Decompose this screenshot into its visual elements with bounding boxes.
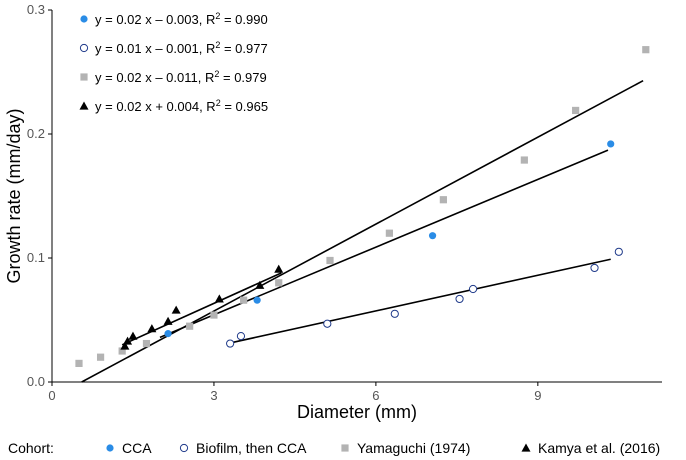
- data-point: [147, 324, 157, 333]
- data-point: [163, 316, 173, 325]
- data-point: [210, 311, 218, 319]
- y-tick-label: 0.3: [27, 2, 45, 17]
- data-point: [326, 256, 334, 265]
- legend-label: CCA: [122, 440, 152, 456]
- fit-equation: y = 0.02 x + 0.004, R2 = 0.965: [95, 98, 268, 114]
- data-point: [275, 279, 283, 287]
- data-point: [128, 331, 138, 340]
- data-point: [142, 339, 151, 348]
- data-point: [226, 339, 235, 348]
- data-point: [186, 322, 194, 330]
- fit-equation: y = 0.02 x – 0.011, R2 = 0.979: [95, 69, 267, 85]
- legend-label: Yamaguchi (1974): [357, 440, 470, 456]
- equation-marker: [79, 43, 89, 53]
- data-point: [572, 106, 580, 115]
- fit-line: [121, 272, 282, 346]
- fit-line: [227, 258, 611, 345]
- fit-line: [81, 79, 644, 383]
- data-point: [236, 332, 246, 341]
- data-point: [214, 294, 224, 303]
- data-point: [607, 140, 615, 148]
- data-point: [520, 156, 528, 164]
- legend-label: Biofilm, then CCA: [196, 440, 307, 456]
- legend-title: Cohort:: [8, 440, 54, 456]
- data-point: [120, 341, 130, 350]
- equation-marker: [79, 101, 89, 110]
- x-axis-title: Diameter (mm): [297, 402, 417, 422]
- data-point: [642, 46, 650, 54]
- x-tick-label: 9: [534, 388, 541, 403]
- fit-lines: [81, 79, 644, 383]
- data-point: [164, 330, 172, 338]
- data-point: [253, 296, 261, 304]
- legend: Cohort: CCA Biofilm, then CCA Yamaguchi (1…: [8, 440, 660, 456]
- legend-marker: [106, 444, 114, 452]
- data-point: [123, 336, 133, 345]
- legend-marker: [179, 443, 189, 453]
- data-point: [439, 196, 447, 204]
- data-point: [390, 309, 399, 318]
- data-point: [385, 229, 393, 237]
- data-point: [96, 353, 105, 361]
- fit-equations: y = 0.02 x – 0.003, R2 = 0.990 y = 0.01 x…: [79, 11, 268, 114]
- data-point: [455, 294, 464, 304]
- data-point: [118, 347, 126, 355]
- legend-marker: [521, 443, 531, 452]
- data-points: [75, 46, 650, 367]
- data-point: [171, 305, 181, 314]
- legend-label: Kamya et al. (2016): [538, 440, 660, 456]
- data-point: [75, 359, 83, 367]
- x-tick-label: 0: [48, 388, 55, 403]
- data-point: [255, 280, 265, 289]
- x-tick-label: 3: [210, 388, 217, 403]
- y-axis-title: Growth rate (mm/day): [4, 108, 24, 283]
- x-tick-label: 6: [372, 388, 379, 403]
- equation-marker: [80, 73, 88, 81]
- y-tick-label: 0.0: [27, 374, 45, 389]
- equation-marker: [80, 15, 88, 23]
- fit-equation: y = 0.02 x – 0.003, R2 = 0.990: [95, 11, 268, 27]
- ticks: 0 3 6 9 0.0 0.1 0.2 0.3: [27, 2, 542, 403]
- axes: [51, 10, 662, 383]
- fit-equation: y = 0.01 x – 0.001, R2 = 0.977: [95, 40, 268, 56]
- data-point: [614, 247, 623, 256]
- data-point: [468, 284, 478, 294]
- data-point: [428, 232, 437, 240]
- legend-marker: [341, 444, 349, 452]
- y-tick-label: 0.1: [27, 250, 45, 265]
- data-point: [323, 319, 332, 328]
- data-point: [274, 264, 284, 273]
- fit-line: [159, 149, 609, 339]
- y-tick-label: 0.2: [27, 126, 45, 141]
- data-point: [590, 263, 599, 273]
- data-point: [240, 296, 248, 304]
